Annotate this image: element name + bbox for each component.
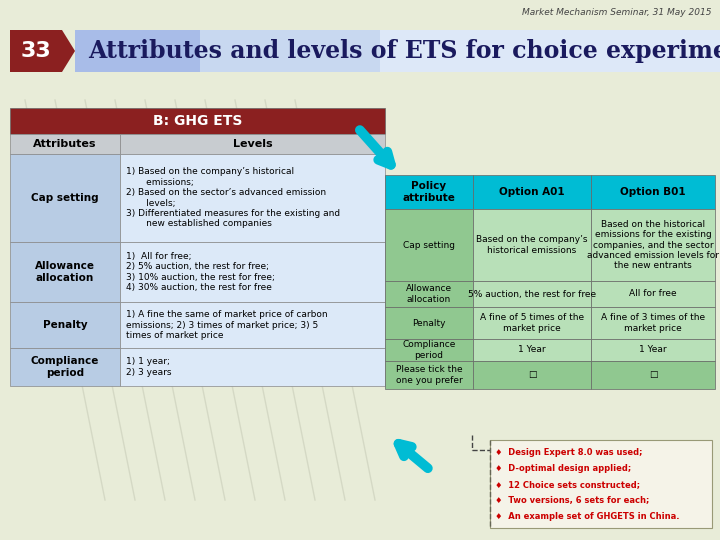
FancyBboxPatch shape bbox=[10, 134, 120, 154]
Text: Attributes and levels of ETS for choice experiment: Attributes and levels of ETS for choice … bbox=[88, 39, 720, 63]
Text: Cap setting: Cap setting bbox=[403, 240, 455, 249]
FancyBboxPatch shape bbox=[120, 242, 385, 302]
Text: 5% auction, the rest for free: 5% auction, the rest for free bbox=[468, 289, 596, 299]
Text: A fine of 3 times of the
market price: A fine of 3 times of the market price bbox=[601, 313, 705, 333]
FancyBboxPatch shape bbox=[591, 175, 715, 209]
FancyBboxPatch shape bbox=[10, 302, 120, 348]
FancyBboxPatch shape bbox=[10, 242, 120, 302]
Text: Cap setting: Cap setting bbox=[31, 193, 99, 203]
Text: Based on the historical
emissions for the existing
companies, and the sector
adv: Based on the historical emissions for th… bbox=[587, 220, 719, 271]
Text: Option A01: Option A01 bbox=[499, 187, 564, 197]
Text: □: □ bbox=[528, 370, 536, 380]
Polygon shape bbox=[10, 30, 75, 72]
Text: Penalty: Penalty bbox=[413, 319, 446, 327]
Text: Attributes: Attributes bbox=[33, 139, 96, 149]
Text: 1 Year: 1 Year bbox=[639, 346, 667, 354]
Text: ♦  Design Expert 8.0 was used;: ♦ Design Expert 8.0 was used; bbox=[495, 448, 642, 457]
Text: ♦  12 Choice sets constructed;: ♦ 12 Choice sets constructed; bbox=[495, 480, 640, 489]
Text: B: GHG ETS: B: GHG ETS bbox=[153, 114, 242, 128]
Text: A fine of 5 times of the
market price: A fine of 5 times of the market price bbox=[480, 313, 584, 333]
FancyBboxPatch shape bbox=[10, 348, 120, 386]
FancyBboxPatch shape bbox=[120, 154, 385, 242]
FancyBboxPatch shape bbox=[473, 361, 591, 389]
Text: Allowance
allocation: Allowance allocation bbox=[406, 284, 452, 303]
Text: All for free: All for free bbox=[629, 289, 677, 299]
FancyBboxPatch shape bbox=[591, 361, 715, 389]
FancyBboxPatch shape bbox=[591, 339, 715, 361]
FancyBboxPatch shape bbox=[75, 30, 720, 72]
Text: Levels: Levels bbox=[233, 139, 272, 149]
FancyBboxPatch shape bbox=[120, 134, 385, 154]
FancyBboxPatch shape bbox=[200, 30, 720, 72]
Text: ♦  D-optimal design applied;: ♦ D-optimal design applied; bbox=[495, 464, 631, 473]
FancyBboxPatch shape bbox=[385, 361, 473, 389]
Text: Compliance
period: Compliance period bbox=[402, 340, 456, 360]
Text: Compliance
period: Compliance period bbox=[31, 356, 99, 378]
FancyBboxPatch shape bbox=[385, 175, 473, 209]
FancyBboxPatch shape bbox=[591, 281, 715, 307]
Text: Policy
attribute: Policy attribute bbox=[402, 181, 456, 203]
Text: □: □ bbox=[649, 370, 657, 380]
Text: Option B01: Option B01 bbox=[620, 187, 686, 197]
FancyBboxPatch shape bbox=[385, 307, 473, 339]
Text: Penalty: Penalty bbox=[42, 320, 87, 330]
FancyBboxPatch shape bbox=[591, 209, 715, 281]
FancyBboxPatch shape bbox=[473, 307, 591, 339]
FancyBboxPatch shape bbox=[473, 209, 591, 281]
Text: ♦  An example set of GHGETS in China.: ♦ An example set of GHGETS in China. bbox=[495, 512, 680, 521]
FancyBboxPatch shape bbox=[120, 302, 385, 348]
FancyBboxPatch shape bbox=[473, 339, 591, 361]
FancyBboxPatch shape bbox=[473, 281, 591, 307]
FancyBboxPatch shape bbox=[490, 440, 712, 528]
Text: 1) A fine the same of market price of carbon
emissions; 2) 3 times of market pri: 1) A fine the same of market price of ca… bbox=[126, 310, 328, 340]
FancyBboxPatch shape bbox=[591, 307, 715, 339]
Text: Based on the company’s
historical emissions: Based on the company’s historical emissi… bbox=[476, 235, 588, 255]
Text: 1) 1 year;
2) 3 years: 1) 1 year; 2) 3 years bbox=[126, 357, 171, 377]
Text: 1)  All for free;
2) 5% auction, the rest for free;
3) 10% auction, the rest for: 1) All for free; 2) 5% auction, the rest… bbox=[126, 252, 275, 292]
Text: 1) Based on the company’s historical
       emissions;
2) Based on the sector’s : 1) Based on the company’s historical emi… bbox=[126, 167, 340, 228]
FancyBboxPatch shape bbox=[385, 281, 473, 307]
Text: 1 Year: 1 Year bbox=[518, 346, 546, 354]
FancyBboxPatch shape bbox=[380, 30, 720, 72]
Text: Please tick the
one you prefer: Please tick the one you prefer bbox=[395, 365, 462, 384]
FancyBboxPatch shape bbox=[120, 348, 385, 386]
Text: Allowance
allocation: Allowance allocation bbox=[35, 261, 95, 283]
FancyBboxPatch shape bbox=[10, 108, 385, 134]
FancyBboxPatch shape bbox=[473, 175, 591, 209]
Text: ♦  Two versions, 6 sets for each;: ♦ Two versions, 6 sets for each; bbox=[495, 496, 649, 505]
FancyBboxPatch shape bbox=[385, 209, 473, 281]
Text: Market Mechanism Seminar, 31 May 2015: Market Mechanism Seminar, 31 May 2015 bbox=[523, 8, 712, 17]
FancyBboxPatch shape bbox=[385, 339, 473, 361]
Text: 33: 33 bbox=[21, 41, 51, 61]
FancyBboxPatch shape bbox=[10, 154, 120, 242]
